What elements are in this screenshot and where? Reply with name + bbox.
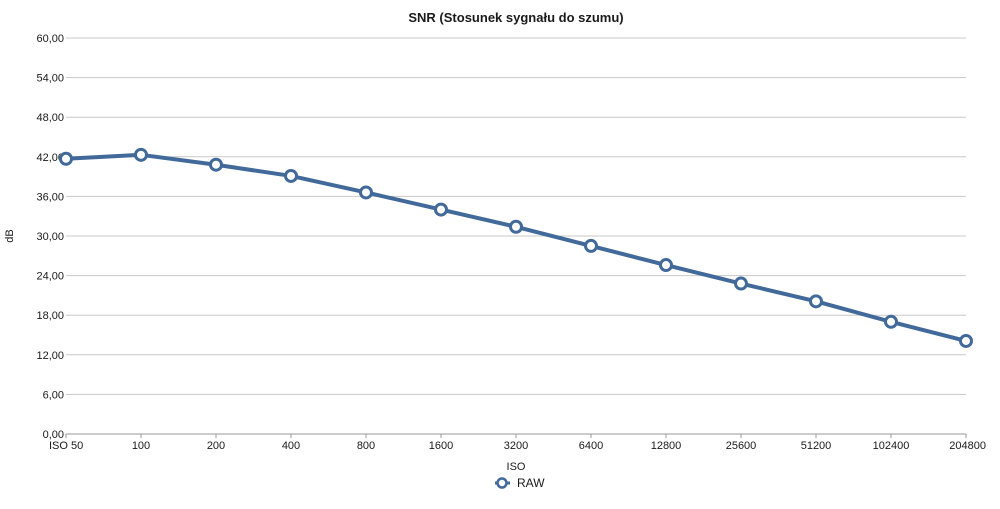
y-axis-label: dB [4, 229, 16, 242]
data-point-raw [734, 276, 748, 291]
series-line-raw [64, 152, 968, 343]
y-tick-label: 18,00 [36, 310, 64, 322]
x-tick-label: 200 [207, 440, 225, 452]
data-point-raw [584, 238, 598, 253]
data-point-raw [209, 157, 223, 172]
x-tick-label: ISO 50 [49, 440, 83, 452]
series-raw [59, 147, 973, 348]
y-tick-label: 0,00 [43, 429, 64, 441]
data-point-raw [509, 219, 523, 234]
chart-title: SNR (Stosunek sygnału do szumu) [408, 10, 623, 25]
data-point-raw [434, 202, 448, 217]
x-tick-label: 102400 [873, 440, 910, 452]
x-tick-label: 12800 [651, 440, 682, 452]
y-tick-label: 48,00 [36, 112, 64, 124]
data-point-raw [284, 168, 298, 183]
y-tick-label: 12,00 [36, 350, 64, 362]
x-tick-label: 3200 [504, 440, 528, 452]
data-point-raw [809, 294, 823, 309]
x-tick-label: 100 [132, 440, 150, 452]
y-tick-label: 6,00 [43, 389, 64, 401]
legend-label-raw: RAW [517, 476, 545, 490]
y-tick-label: 30,00 [36, 231, 64, 243]
data-point-raw [359, 185, 373, 200]
legend: RAW [495, 476, 545, 490]
data-point-raw [59, 151, 73, 166]
x-axis-label: ISO [507, 461, 526, 473]
y-tick-label: 36,00 [36, 191, 64, 203]
x-tick-label: 1600 [429, 440, 453, 452]
y-tick-label: 54,00 [36, 73, 64, 85]
x-tick-label: 25600 [726, 440, 757, 452]
y-tick-label: 42,00 [36, 152, 64, 164]
x-tick-label: 400 [282, 440, 300, 452]
x-tick-label: 6400 [579, 440, 603, 452]
x-tick-label: 800 [357, 440, 375, 452]
y-axis-ticks: 0,00 6,00 12,00 18,00 24,00 30,00 36,00 42,00 48… [36, 33, 64, 441]
data-point-raw [884, 314, 898, 329]
legend-swatch-marker [496, 477, 508, 489]
gridlines [66, 37, 966, 435]
x-tick-label: 51200 [801, 440, 832, 452]
data-point-raw [659, 258, 673, 273]
data-point-raw [959, 333, 973, 348]
data-point-raw [134, 147, 148, 162]
y-tick-label: 60,00 [36, 33, 64, 45]
y-tick-label: 24,00 [36, 271, 64, 283]
x-axis-ticks: ISO 50 100 200 400 800 1600 3200 6400 12800 25600… [49, 434, 986, 452]
x-tick-label: 204800 [949, 440, 986, 452]
